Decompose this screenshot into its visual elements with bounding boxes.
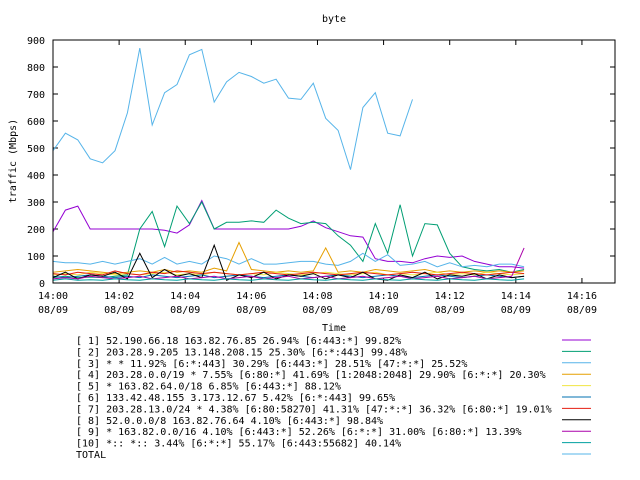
x-tick-date-label: 08/09 <box>567 305 597 316</box>
chart-title: byte <box>322 14 346 25</box>
x-tick-time-label: 14:10 <box>369 291 399 302</box>
x-tick-time-label: 14:04 <box>170 291 200 302</box>
legend: [ 1] 52.190.66.18 163.82.76.85 26.94% [6… <box>76 336 591 461</box>
legend-label: [ 2] 203.28.9.205 13.148.208.15 25.30% [… <box>76 347 407 358</box>
y-tick-label: 400 <box>27 171 45 182</box>
x-tick-time-label: 14:08 <box>302 291 332 302</box>
legend-label: TOTAL <box>76 450 106 461</box>
x-tick-time-label: 14:02 <box>104 291 134 302</box>
series-line-10 <box>52 278 525 281</box>
axis-ticks: 0 100 200 300 400 500 600 700 800 900 14:00 08/09 14… <box>27 36 615 316</box>
y-tick-label: 500 <box>27 144 45 155</box>
x-tick-date-label: 08/09 <box>38 305 68 316</box>
y-tick-label: 100 <box>27 252 45 263</box>
y-tick-label: 900 <box>27 36 45 47</box>
x-axis-label: Time <box>322 323 346 334</box>
y-axis-label: traffic (Mbps) <box>8 119 19 203</box>
legend-label: [ 5] * 163.82.64.0/18 6.85% [6:443:*] 88… <box>76 382 341 393</box>
series-line-3 <box>52 252 525 268</box>
y-tick-label: 200 <box>27 225 45 236</box>
x-tick-date-label: 08/09 <box>435 305 465 316</box>
y-tick-label: 0 <box>39 279 45 290</box>
y-tick-label: 300 <box>27 198 45 209</box>
x-tick-time-label: 14:12 <box>435 291 465 302</box>
x-tick-time-label: 14:16 <box>567 291 597 302</box>
legend-label: [ 3] * * 11.92% [6:*:443] 30.29% [6:443:… <box>76 359 467 370</box>
x-tick-date-label: 08/09 <box>302 305 332 316</box>
x-tick-date-label: 08/09 <box>170 305 200 316</box>
series-line-4 <box>52 241 525 275</box>
legend-label: [ 8] 52.0.0.0/8 163.82.76.64 4.10% [6:44… <box>76 416 383 427</box>
series-line-8 <box>52 243 525 281</box>
x-tick-date-label: 08/09 <box>369 305 399 316</box>
x-tick-time-label: 14:14 <box>501 291 531 302</box>
x-tick-date-label: 08/09 <box>236 305 266 316</box>
legend-label: [ 1] 52.190.66.18 163.82.76.85 26.94% [6… <box>76 336 401 347</box>
series-line-2 <box>52 200 525 279</box>
y-tick-label: 700 <box>27 90 45 101</box>
series-line-11 <box>52 48 413 170</box>
x-tick-time-label: 14:06 <box>236 291 266 302</box>
x-tick-date-label: 08/09 <box>501 305 531 316</box>
legend-label: [10] *:: *:: 3.44% [6:*:*] 55.17% [6:443… <box>76 439 401 450</box>
series-line-9 <box>52 247 525 280</box>
y-tick-label: 600 <box>27 117 45 128</box>
legend-label: [ 4] 203.28.0.0/19 * 7.55% [6:80:*] 41.6… <box>76 370 546 381</box>
x-tick-time-label: 14:00 <box>38 291 68 302</box>
plot-frame <box>52 39 616 284</box>
legend-label: [ 9] * 163.82.0.0/16 4.10% [6:443:*] 52.… <box>76 427 522 438</box>
legend-label: [ 6] 133.42.48.155 3.173.12.67 5.42% [6:… <box>76 393 395 404</box>
x-tick-date-label: 08/09 <box>104 305 134 316</box>
series-lines <box>52 48 525 281</box>
legend-label: [ 7] 203.28.13.0/24 * 4.38% [6:80:58270]… <box>76 404 552 415</box>
y-tick-label: 800 <box>27 63 45 74</box>
series-line-1 <box>52 199 525 269</box>
